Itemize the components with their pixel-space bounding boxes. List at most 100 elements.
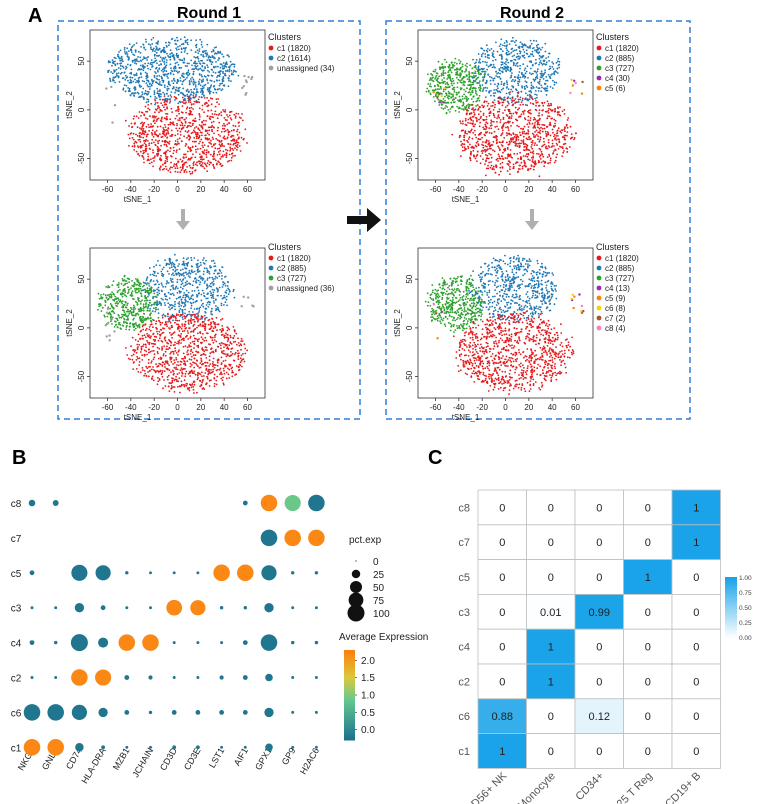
y-axis-label: tSNE_2: [65, 91, 74, 119]
point: [177, 323, 180, 326]
point: [131, 295, 134, 297]
point: [139, 145, 142, 148]
point: [545, 94, 548, 96]
point: [203, 350, 206, 353]
point: [183, 285, 185, 287]
point: [145, 147, 148, 150]
point: [136, 126, 139, 129]
point: [153, 156, 156, 159]
point: [227, 367, 229, 370]
point: [183, 339, 185, 342]
point: [231, 371, 234, 374]
point: [111, 291, 113, 293]
point: [547, 145, 550, 147]
point: [119, 68, 122, 70]
point: [541, 86, 543, 89]
point: [234, 125, 237, 128]
point: [549, 65, 551, 68]
point: [190, 125, 192, 128]
point: [148, 375, 150, 378]
point: [186, 95, 189, 98]
point: [137, 333, 140, 336]
point: [175, 274, 178, 276]
point: [164, 304, 167, 306]
legend-item-c1: c1 (1820): [277, 44, 311, 53]
point: [230, 139, 233, 142]
point: [157, 357, 160, 360]
point: [480, 115, 482, 118]
point: [174, 117, 177, 120]
point: [482, 52, 484, 55]
point: [212, 368, 215, 371]
point: [553, 81, 556, 83]
point: [482, 112, 485, 115]
point: [196, 295, 198, 298]
point: [137, 117, 140, 119]
point: [224, 359, 227, 362]
point: [159, 125, 162, 128]
point: [190, 265, 193, 268]
point: [541, 75, 544, 78]
point: [131, 126, 134, 128]
point: [209, 301, 212, 304]
point: [173, 294, 175, 296]
point: [187, 300, 189, 303]
point: [142, 309, 145, 312]
point: [161, 316, 164, 319]
point: [214, 52, 217, 54]
point: [200, 41, 203, 43]
point: [445, 61, 448, 63]
point: [535, 86, 538, 88]
point: [535, 50, 538, 53]
point: [480, 54, 483, 56]
point: [153, 292, 156, 295]
point: [226, 128, 229, 131]
point: [151, 82, 154, 84]
point: [163, 327, 166, 330]
point: [439, 86, 442, 89]
point: [169, 356, 172, 359]
point: [531, 63, 534, 66]
x-tick-label: -60: [102, 403, 114, 412]
point: [139, 330, 142, 333]
point: [232, 143, 235, 146]
point: [184, 145, 187, 147]
point: [438, 66, 441, 69]
point: [170, 341, 173, 344]
point: [133, 323, 136, 325]
point: [232, 155, 235, 157]
point: [155, 59, 158, 62]
point: [519, 76, 522, 79]
point: [165, 41, 167, 44]
point: [531, 122, 534, 125]
point: [175, 297, 178, 300]
point: [169, 358, 172, 361]
point: [516, 55, 519, 58]
point: [468, 78, 471, 80]
point: [187, 135, 190, 138]
point: [470, 85, 472, 87]
point: [136, 279, 139, 282]
point: [113, 312, 116, 314]
point: [176, 364, 178, 366]
point: [228, 377, 231, 379]
point: [160, 63, 163, 66]
point: [554, 107, 556, 110]
point: [190, 269, 193, 272]
point: [110, 71, 112, 73]
point: [211, 113, 214, 115]
point: [159, 133, 161, 136]
point: [190, 80, 193, 83]
point: [110, 310, 113, 313]
point: [212, 320, 215, 323]
point: [534, 97, 537, 100]
point: [555, 61, 558, 64]
point: [150, 335, 152, 338]
point: [526, 94, 529, 97]
point: [162, 79, 165, 82]
point: [159, 363, 162, 366]
point: [112, 292, 115, 295]
point: [133, 361, 135, 363]
point: [453, 89, 456, 91]
point: [521, 86, 524, 89]
